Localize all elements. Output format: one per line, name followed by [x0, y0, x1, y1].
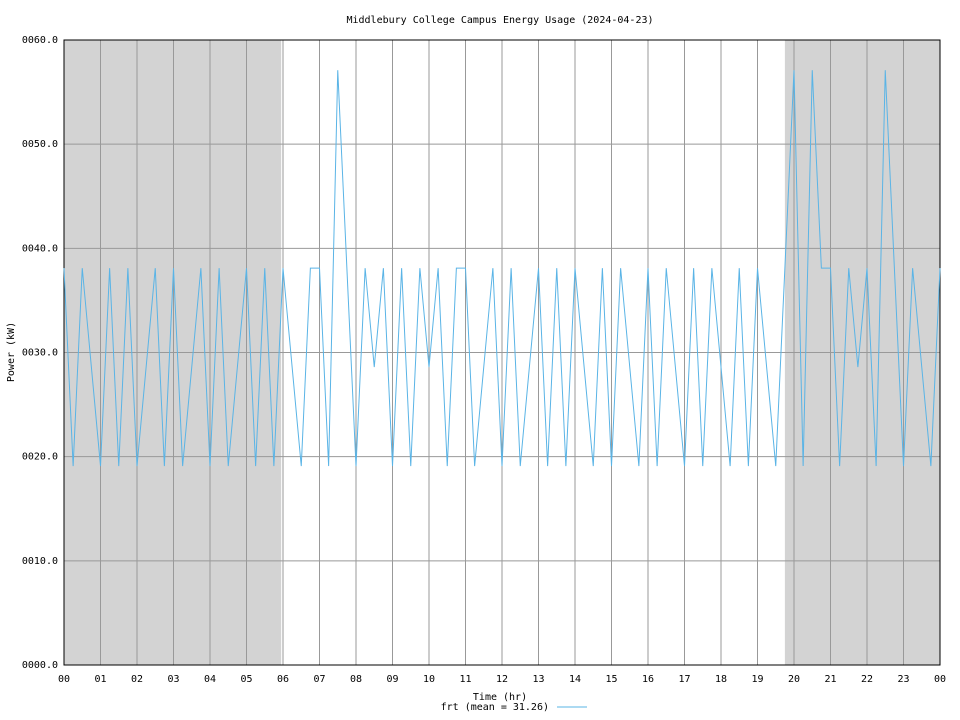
y-tick-label: 0050.0: [22, 139, 58, 150]
x-tick-label: 00: [58, 674, 70, 685]
data-line: [63, 70, 941, 467]
x-tick-label: 09: [386, 674, 398, 685]
y-tick-label: 0000.0: [22, 660, 58, 671]
x-tick-label: 22: [861, 674, 873, 685]
x-tick-label: 14: [569, 674, 581, 685]
x-tick-label: 04: [204, 674, 216, 685]
x-tick-label: 16: [642, 674, 654, 685]
x-tick-label: 02: [131, 674, 143, 685]
x-tick-label: 12: [496, 674, 508, 685]
x-tick-label: 06: [277, 674, 289, 685]
plot-frame: [63, 39, 941, 666]
y-tick-label: 0010.0: [22, 556, 58, 567]
y-tick-label: 0020.0: [22, 452, 58, 463]
x-tick-label: 05: [240, 674, 252, 685]
x-tick-label: 11: [459, 674, 471, 685]
x-tick-label: 08: [350, 674, 362, 685]
y-tick-label: 0060.0: [22, 35, 58, 46]
x-tick-label: 03: [167, 674, 179, 685]
x-tick-label: 20: [788, 674, 800, 685]
y-tick-label: 0040.0: [22, 243, 58, 254]
x-tick-label: 01: [94, 674, 106, 685]
x-tick-label: 00: [934, 674, 946, 685]
x-axis-label: Time (hr): [473, 692, 527, 703]
x-tick-label: 19: [751, 674, 763, 685]
x-tick-label: 23: [897, 674, 909, 685]
x-tick-label: 18: [715, 674, 727, 685]
y-axis-label: Power (kW): [6, 322, 17, 382]
chart-title: Middlebury College Campus Energy Usage (…: [346, 15, 653, 26]
x-tick-label: 15: [605, 674, 617, 685]
x-tick-label: 13: [532, 674, 544, 685]
x-tick-label: 17: [678, 674, 690, 685]
legend-label: frt (mean = 31.26): [441, 702, 549, 713]
x-tick-label: 07: [313, 674, 325, 685]
y-tick-label: 0030.0: [22, 348, 58, 359]
x-tick-label: 10: [423, 674, 435, 685]
x-tick-label: 21: [824, 674, 836, 685]
